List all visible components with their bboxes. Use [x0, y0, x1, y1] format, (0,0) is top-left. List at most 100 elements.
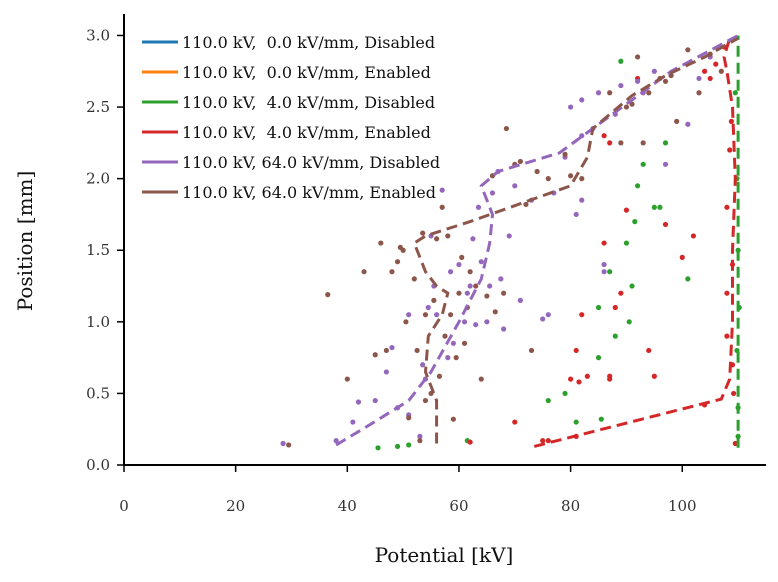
- data-point: [478, 259, 484, 265]
- data-point: [651, 373, 657, 379]
- data-point: [618, 82, 624, 89]
- data-point: [378, 240, 384, 246]
- data-point: [724, 204, 730, 210]
- data-point: [718, 68, 724, 74]
- data-point: [501, 290, 507, 296]
- x-tick-label: 80: [561, 497, 580, 515]
- series-line-3: [533, 37, 737, 448]
- data-point: [562, 151, 568, 157]
- data-point: [727, 147, 733, 153]
- x-tick-label: 40: [338, 497, 357, 515]
- data-point: [635, 78, 641, 84]
- data-point: [632, 219, 638, 225]
- y-tick-label: 2.5: [86, 98, 110, 116]
- data-point: [607, 140, 613, 146]
- data-point: [734, 347, 740, 354]
- data-point: [646, 90, 652, 96]
- legend-label: 110.0 kV, 64.0 kV/mm, Disabled: [182, 153, 440, 172]
- data-point: [445, 233, 451, 239]
- data-point: [579, 312, 585, 318]
- data-point: [545, 397, 551, 404]
- data-point: [540, 438, 546, 444]
- data-point: [685, 121, 691, 127]
- data-point: [651, 204, 657, 210]
- data-point: [635, 54, 641, 60]
- data-point: [595, 355, 602, 361]
- data-point: [389, 344, 395, 351]
- data-point: [487, 283, 493, 289]
- x-tick-label: 100: [668, 497, 697, 515]
- data-point: [523, 201, 529, 208]
- data-point: [679, 254, 685, 260]
- data-point: [467, 269, 473, 275]
- data-point: [584, 373, 590, 379]
- series-line-4: [335, 34, 739, 447]
- y-tick-label: 2.0: [86, 170, 110, 188]
- data-point: [573, 211, 579, 218]
- data-point: [598, 416, 604, 422]
- data-point: [484, 319, 490, 325]
- x-axis-label: Potential [kV]: [375, 543, 514, 567]
- data-point: [431, 297, 437, 303]
- data-point: [450, 416, 456, 422]
- data-point: [601, 269, 607, 275]
- data-point: [562, 390, 568, 397]
- data-point: [618, 140, 624, 146]
- data-point: [417, 433, 423, 439]
- data-point: [422, 312, 429, 318]
- data-point: [501, 326, 507, 332]
- y-tick-label: 1.5: [86, 241, 110, 259]
- data-point: [534, 168, 540, 175]
- legend-label: 110.0 kV, 0.0 kV/mm, Disabled: [182, 33, 435, 52]
- x-tick-label: 0: [119, 497, 129, 515]
- data-point: [662, 161, 669, 167]
- data-point: [325, 292, 331, 298]
- data-point: [618, 58, 624, 64]
- data-point: [406, 415, 412, 421]
- data-point: [512, 183, 518, 189]
- data-point: [724, 333, 730, 339]
- data-point: [286, 442, 292, 448]
- data-point: [420, 230, 426, 236]
- data-point: [394, 259, 401, 265]
- data-point: [355, 399, 362, 405]
- data-point: [540, 316, 546, 322]
- data-point: [414, 347, 420, 354]
- data-point: [461, 340, 468, 346]
- data-point: [640, 140, 646, 146]
- data-point: [607, 269, 613, 275]
- data-point: [406, 312, 412, 318]
- data-point: [731, 390, 737, 397]
- data-point: [470, 236, 476, 242]
- data-point: [517, 297, 523, 303]
- data-point: [607, 373, 613, 379]
- data-point: [545, 438, 551, 444]
- data-point: [601, 240, 607, 246]
- data-point: [372, 397, 378, 404]
- data-point: [701, 68, 708, 74]
- data-point: [422, 397, 429, 404]
- data-point: [640, 161, 646, 167]
- data-point: [579, 197, 585, 203]
- data-point: [728, 118, 734, 124]
- data-point: [447, 269, 454, 275]
- data-point: [406, 442, 412, 448]
- data-point: [707, 75, 713, 82]
- data-point: [612, 333, 618, 339]
- data-point: [453, 355, 459, 361]
- data-point: [668, 72, 674, 79]
- data-point: [372, 352, 378, 358]
- data-point: [573, 419, 579, 425]
- data-point: [389, 269, 395, 275]
- data-point: [595, 304, 602, 311]
- data-point: [439, 204, 445, 210]
- data-point: [436, 373, 443, 379]
- data-point: [690, 233, 697, 239]
- series-layer: [280, 34, 742, 451]
- data-point: [629, 283, 635, 289]
- data-point: [417, 438, 423, 444]
- ticks: 0 20 40 60 80 100 0.0 0.5 1.0 1.5 2.0 2.5 3.0: [86, 26, 696, 515]
- legend: 110.0 kV, 0.0 kV/mm, Disabled 110.0 kV, 0…: [142, 33, 440, 202]
